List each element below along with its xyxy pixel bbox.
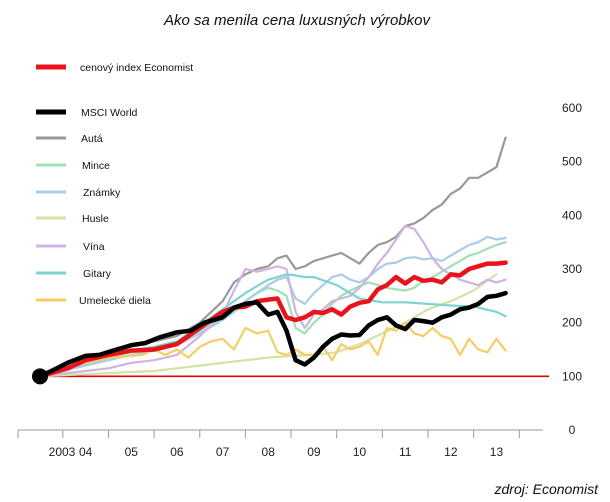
source-note: zdroj: Economist bbox=[494, 481, 600, 497]
x-tick-label: 08 bbox=[262, 445, 276, 459]
x-tick-label: 12 bbox=[444, 445, 458, 459]
legend-label-cenovy-index-economist: cenový index Economist bbox=[80, 62, 193, 74]
series-line-cenovy-index-economist bbox=[37, 260, 508, 379]
y-tick-label: 400 bbox=[562, 208, 582, 222]
legend: cenový index Economist MSCI World Autá Minc… bbox=[36, 62, 193, 307]
legend-label-gitary: Gitary bbox=[83, 268, 112, 280]
x-tick-label: 09 bbox=[307, 445, 321, 459]
series-line-msci-world bbox=[37, 290, 508, 379]
x-tick-label: 06 bbox=[170, 445, 184, 459]
legend-label-husle: Husle bbox=[82, 213, 109, 225]
y-tick-label: 100 bbox=[562, 369, 582, 383]
y-tick-label: 500 bbox=[562, 155, 582, 169]
legend-label-auta: Autá bbox=[81, 133, 103, 145]
x-tick-label: 04 bbox=[79, 445, 93, 459]
x-tick-label: 05 bbox=[125, 445, 139, 459]
x-tick-label: 07 bbox=[216, 445, 230, 459]
y-tick-label: 0 bbox=[569, 423, 576, 437]
x-axis: 2003 04 05 06 07 08 09 10 11 12 13 bbox=[17, 429, 543, 459]
legend-label-mince: Mince bbox=[82, 160, 110, 172]
legend-label-znamky: Známky bbox=[83, 187, 121, 199]
x-tick-label: 13 bbox=[490, 445, 504, 459]
series-line-husle bbox=[38, 273, 498, 378]
x-tick-label: 11 bbox=[399, 445, 412, 459]
chart-title: Ako sa menila cena luxusných výrobkov bbox=[163, 12, 431, 29]
x-tick-label: 2003 bbox=[49, 445, 76, 459]
legend-label-umelecke-diela: Umelecké diela bbox=[79, 295, 151, 307]
y-tick-label: 600 bbox=[562, 101, 582, 115]
y-tick-label: 200 bbox=[562, 316, 582, 330]
legend-label-vina: Vína bbox=[83, 241, 105, 253]
y-axis: 0 100 200 300 400 500 600 bbox=[562, 101, 582, 437]
series-line-vina bbox=[38, 225, 507, 378]
start-marker bbox=[32, 368, 48, 385]
legend-label-msci-world: MSCI World bbox=[81, 107, 138, 119]
y-tick-label: 300 bbox=[562, 262, 582, 276]
series-layer bbox=[32, 136, 549, 385]
x-tick-label: 10 bbox=[353, 445, 367, 459]
